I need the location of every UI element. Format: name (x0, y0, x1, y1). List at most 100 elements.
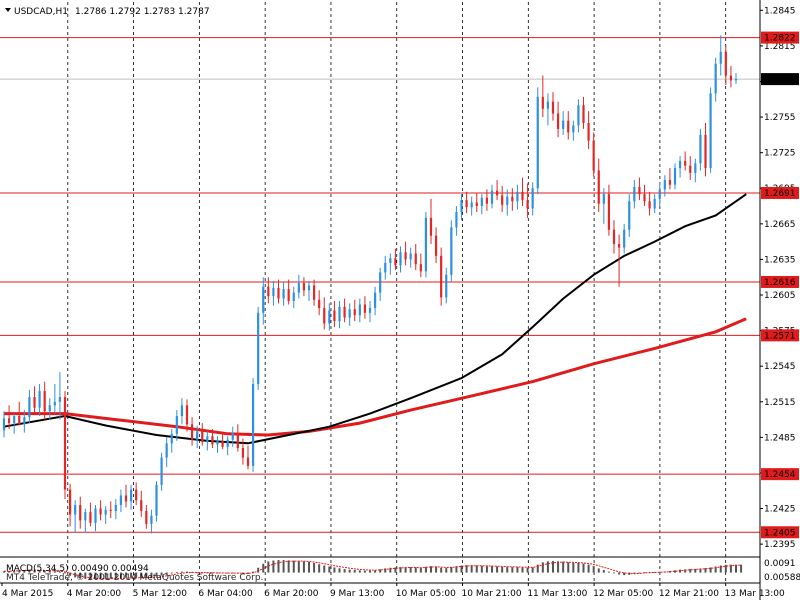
candle (460, 194, 463, 221)
watermark: MT4 TeleTrade, © 2001-2014 MetaQuotes So… (6, 573, 263, 583)
candle (292, 286, 295, 309)
candle (434, 227, 438, 263)
macd-bar (674, 570, 676, 573)
candle (251, 378, 255, 472)
candle (2, 411, 6, 438)
candle (33, 386, 36, 413)
candle (450, 220, 453, 282)
macd-bar (689, 569, 692, 573)
candle-body (251, 383, 255, 466)
candle (145, 504, 148, 529)
macd-bar (409, 567, 412, 573)
macd-bar (424, 566, 427, 573)
candle-body (160, 457, 163, 485)
candle-body (328, 310, 331, 324)
time-tick-label: 10 Mar 21:00 (462, 589, 522, 599)
candle (99, 500, 102, 521)
macd-bar (552, 561, 554, 573)
candle-body (399, 252, 402, 266)
candle-body (638, 187, 641, 195)
candle-body (7, 418, 11, 424)
candle-body (409, 253, 412, 260)
macd-bar (496, 566, 499, 573)
macd-bar (704, 568, 707, 573)
candle (729, 66, 733, 88)
candle-body (150, 515, 153, 524)
time-tick-label: 11 Mar 13:00 (527, 589, 587, 599)
candle-body (216, 440, 219, 445)
candle-body (38, 391, 41, 408)
macd-bar (557, 561, 560, 573)
candle (689, 156, 692, 180)
candle-body (33, 397, 36, 408)
macd-bar (69, 572, 72, 576)
candle (714, 57, 717, 102)
candle (623, 223, 626, 254)
time-tick-label: 4 Mar 2015 (2, 589, 53, 599)
candle-body (241, 448, 245, 458)
candle (343, 298, 346, 323)
macd-bar (323, 565, 326, 573)
candle (658, 182, 661, 207)
candle-body (414, 253, 417, 265)
candle (206, 431, 209, 451)
candle-body (84, 512, 87, 521)
candle (79, 496, 82, 529)
macd-bar (536, 564, 539, 573)
candle (597, 158, 600, 212)
macd-bar (53, 571, 56, 573)
macd-bar (89, 572, 92, 580)
level-price-label: 1.2571 (764, 331, 796, 341)
candle (160, 452, 163, 491)
candle (358, 298, 361, 323)
candle (368, 300, 372, 323)
candle (328, 303, 331, 331)
macd-bar (28, 569, 31, 573)
candle (445, 267, 448, 304)
candle-body (623, 229, 626, 248)
candle-body (292, 292, 295, 301)
candle (333, 300, 336, 328)
level-price-label: 1.2691 (764, 189, 796, 199)
candle (470, 196, 473, 216)
candle (63, 391, 67, 500)
dropdown-triangle-icon[interactable] (5, 8, 11, 12)
candle (312, 279, 316, 306)
candle (592, 132, 595, 177)
macd-bar (729, 564, 732, 573)
candle-body (48, 405, 51, 412)
candle-body (729, 75, 733, 81)
candle-body (684, 160, 687, 166)
candle-body (236, 432, 239, 449)
macd-bar (94, 572, 97, 580)
candle-body (470, 202, 473, 208)
candle (724, 45, 727, 86)
candle (302, 277, 306, 297)
macd-bar (140, 572, 143, 578)
candle (348, 303, 351, 326)
candle-body (577, 105, 580, 126)
macd-bar (33, 570, 36, 573)
candle (633, 179, 636, 209)
ma-slow (4, 317, 747, 437)
candle-body (124, 495, 128, 502)
candle-body (551, 101, 555, 114)
candle-body (175, 416, 178, 434)
macd-bar (18, 570, 21, 573)
candle-body (343, 306, 346, 318)
candle-body (23, 417, 26, 425)
candle (13, 413, 16, 434)
candle (257, 306, 260, 390)
candle (440, 247, 443, 306)
macd-bar (658, 571, 661, 573)
current-price-label: 1.2787 (764, 75, 796, 85)
macd-bar (170, 572, 173, 574)
macd-bar (247, 572, 249, 574)
macd-bar (79, 572, 82, 579)
candle-body (211, 436, 214, 445)
candle (607, 184, 611, 236)
macd-bar (109, 572, 112, 579)
candle-body (562, 120, 565, 129)
